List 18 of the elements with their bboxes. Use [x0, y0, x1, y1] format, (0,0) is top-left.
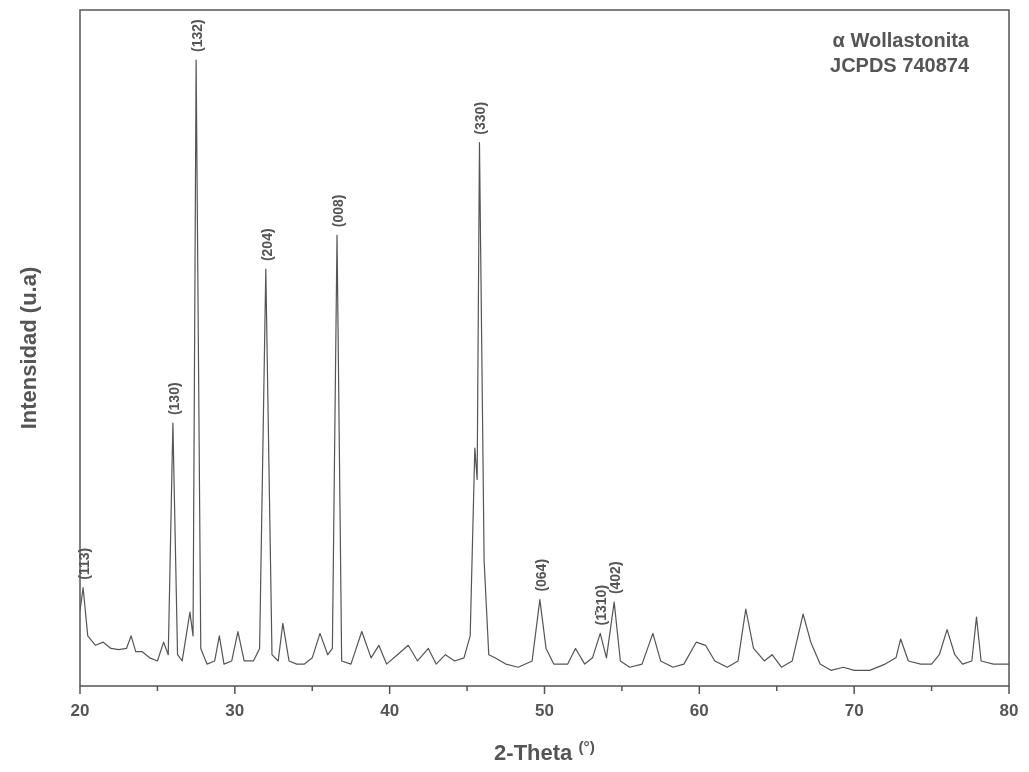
annotation: (132) [189, 19, 206, 52]
x-tick-label: 30 [225, 701, 245, 720]
annotation: (204) [258, 228, 275, 262]
annotation: (113) [76, 547, 93, 580]
x-tick-label: 60 [689, 701, 709, 720]
x-axis-title: 2-Theta $^{(°)}$ [494, 737, 595, 765]
annotation: (130) [165, 382, 182, 416]
annotation: (008) [330, 194, 347, 228]
annotation: (330) [472, 101, 489, 135]
x-tick-label: 40 [380, 701, 400, 720]
x-tick-label: 50 [535, 701, 554, 720]
annotation: (1̄310) [593, 584, 610, 626]
y-axis-title: Intensidad (u.a) [16, 266, 41, 430]
annotation: (064) [532, 558, 549, 592]
annotation: α Wollastonita JCPDS 740874 [830, 29, 970, 76]
x-tick-label: 20 [70, 701, 90, 720]
x-tick-label: 80 [999, 701, 1019, 720]
x-tick-label: 70 [844, 701, 864, 720]
